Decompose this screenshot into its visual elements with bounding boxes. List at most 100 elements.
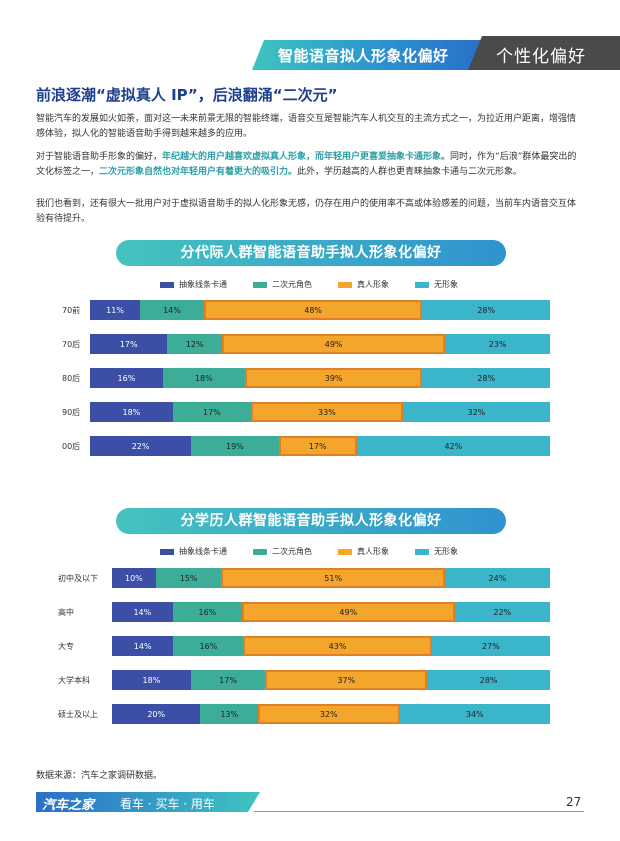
data-label: 18%: [122, 407, 141, 417]
data-label: 17%: [219, 675, 237, 685]
data-label: 27%: [481, 641, 500, 651]
bar-abstract: 17%: [90, 334, 168, 354]
bar-anime: 19%: [191, 436, 279, 456]
article-title: 前浪逐潮“虚拟真人 IP”，后浪翻涌“二次元”: [36, 86, 338, 104]
bar-none: 22%: [454, 602, 550, 622]
chart-legend: 抽象线条卡通 二次元角色 真人形象 无形象: [160, 546, 480, 557]
stacked-bar: 10% 15% 51% 24%: [112, 568, 550, 588]
data-label: 43%: [328, 641, 347, 651]
paragraph-findings: 对于智能语音助手形象的偏好，年纪越大的用户越喜欢虚拟真人形象，而年轻用户更喜爱抽…: [36, 150, 584, 180]
bar-none: 27%: [431, 636, 550, 656]
data-label: 16%: [199, 641, 218, 651]
bar-real: 43%: [243, 636, 432, 656]
data-label: 22%: [131, 441, 150, 451]
legend-item: 真人形象: [338, 546, 389, 557]
legend-swatch: [338, 548, 352, 555]
bar-anime: 16%: [172, 602, 243, 622]
stacked-bar: 17% 12% 49% 23%: [90, 334, 550, 354]
bar-abstract: 16%: [90, 368, 163, 388]
stacked-bar: 20% 13% 32% 34%: [112, 704, 550, 724]
data-label: 18%: [194, 373, 213, 383]
brand-tagline: 看车 · 买车 · 用车: [120, 797, 215, 811]
data-label: 14%: [163, 305, 181, 315]
legend-item: 抽象线条卡通: [160, 279, 227, 290]
bar-abstract: 18%: [112, 670, 191, 690]
data-label: 10%: [125, 573, 143, 583]
data-label: 12%: [185, 339, 204, 349]
data-label: 33%: [317, 407, 336, 417]
data-label: 16%: [198, 607, 217, 617]
legend-swatch: [415, 281, 429, 288]
stacked-bar: 11% 14% 48% 28%: [90, 300, 550, 320]
bar-real: 37%: [265, 670, 428, 690]
data-label: 49%: [339, 607, 358, 617]
bar-anime: 17%: [190, 670, 266, 690]
legend-label: 二次元角色: [272, 547, 312, 556]
chart-title-generation: 分代际人群智能语音助手拟人形象化偏好: [116, 240, 506, 266]
highlight-text: 二次元形象自然也对年轻用户有着更大的吸引力。: [99, 167, 298, 177]
chart-title-education: 分学历人群智能语音助手拟人形象化偏好: [116, 508, 506, 534]
data-label: 13%: [220, 709, 239, 719]
legend-swatch: [160, 548, 174, 555]
category-label: 80后: [62, 374, 81, 383]
data-label: 23%: [488, 339, 507, 349]
legend-label: 二次元角色: [272, 280, 312, 289]
legend-label: 抽象线条卡通: [179, 547, 227, 556]
bar-anime: 12%: [167, 334, 223, 354]
data-label: 37%: [337, 675, 356, 685]
category-label: 90后: [62, 408, 81, 417]
bar-none: 42%: [356, 436, 550, 456]
stacked-bar: 16% 18% 39% 28%: [90, 368, 550, 388]
footer-banner: 汽车之家 看车 · 买车 · 用车: [36, 792, 260, 812]
brand-logo: 汽车之家: [42, 798, 95, 813]
category-banner: 个性化偏好: [468, 36, 620, 70]
category-title: 个性化偏好: [496, 47, 586, 67]
bar-none: 23%: [445, 334, 550, 354]
bar-none: 28%: [427, 670, 550, 690]
category-label: 大专: [58, 642, 74, 651]
bar-abstract: 14%: [112, 636, 174, 656]
data-label: 49%: [324, 339, 343, 349]
bar-real: 49%: [222, 334, 446, 354]
highlight-text: 年纪越大的用户越喜欢虚拟真人形象，而年轻用户更喜爱抽象卡通形象。: [162, 152, 451, 162]
stacked-bar: 18% 17% 37% 28%: [112, 670, 550, 690]
legend-swatch: [160, 281, 174, 288]
bar-abstract: 10%: [112, 568, 156, 588]
category-label: 70后: [62, 340, 81, 349]
bar-abstract: 11%: [90, 300, 141, 320]
data-label: 19%: [225, 441, 244, 451]
data-source: 数据来源：汽车之家调研数据。: [36, 771, 163, 781]
bar-real: 33%: [250, 402, 403, 422]
legend-item: 二次元角色: [253, 279, 312, 290]
bar-anime: 17%: [172, 402, 251, 422]
data-label: 28%: [479, 675, 498, 685]
bar-anime: 13%: [200, 704, 258, 724]
data-label: 11%: [106, 305, 124, 315]
category-label: 初中及以下: [58, 574, 98, 583]
text: 同时，作为“后浪”群体最突出的文化标签之一，: [36, 152, 577, 177]
footer-divider: [254, 811, 584, 812]
legend-item: 二次元角色: [253, 546, 312, 557]
data-label: 14%: [133, 607, 152, 617]
data-label: 20%: [147, 709, 166, 719]
bar-real: 17%: [278, 436, 357, 456]
legend-label: 无形象: [434, 547, 458, 556]
legend-item: 无形象: [415, 279, 458, 290]
legend-swatch: [338, 281, 352, 288]
data-label: 16%: [117, 373, 136, 383]
page-number: 27: [566, 795, 582, 809]
section-title: 智能语音拟人形象化偏好: [278, 47, 449, 65]
bar-anime: 14%: [140, 300, 204, 320]
legend-item: 无形象: [415, 546, 458, 557]
data-label: 34%: [465, 709, 484, 719]
legend-label: 真人形象: [357, 547, 389, 556]
text: 此外，学历越高的人群也更青睐抽象卡通与二次元形象。: [297, 167, 523, 177]
paragraph-conclusion: 我们也看到，还有很大一批用户对于虚拟语音助手的拟人化形象无感，仍存在用户的使用率…: [36, 199, 577, 224]
legend-swatch: [253, 281, 267, 288]
data-label: 28%: [477, 373, 496, 383]
data-label: 17%: [203, 407, 221, 417]
category-label: 高中: [58, 608, 74, 617]
data-label: 18%: [142, 675, 161, 685]
legend-swatch: [253, 548, 267, 555]
bar-anime: 16%: [173, 636, 244, 656]
